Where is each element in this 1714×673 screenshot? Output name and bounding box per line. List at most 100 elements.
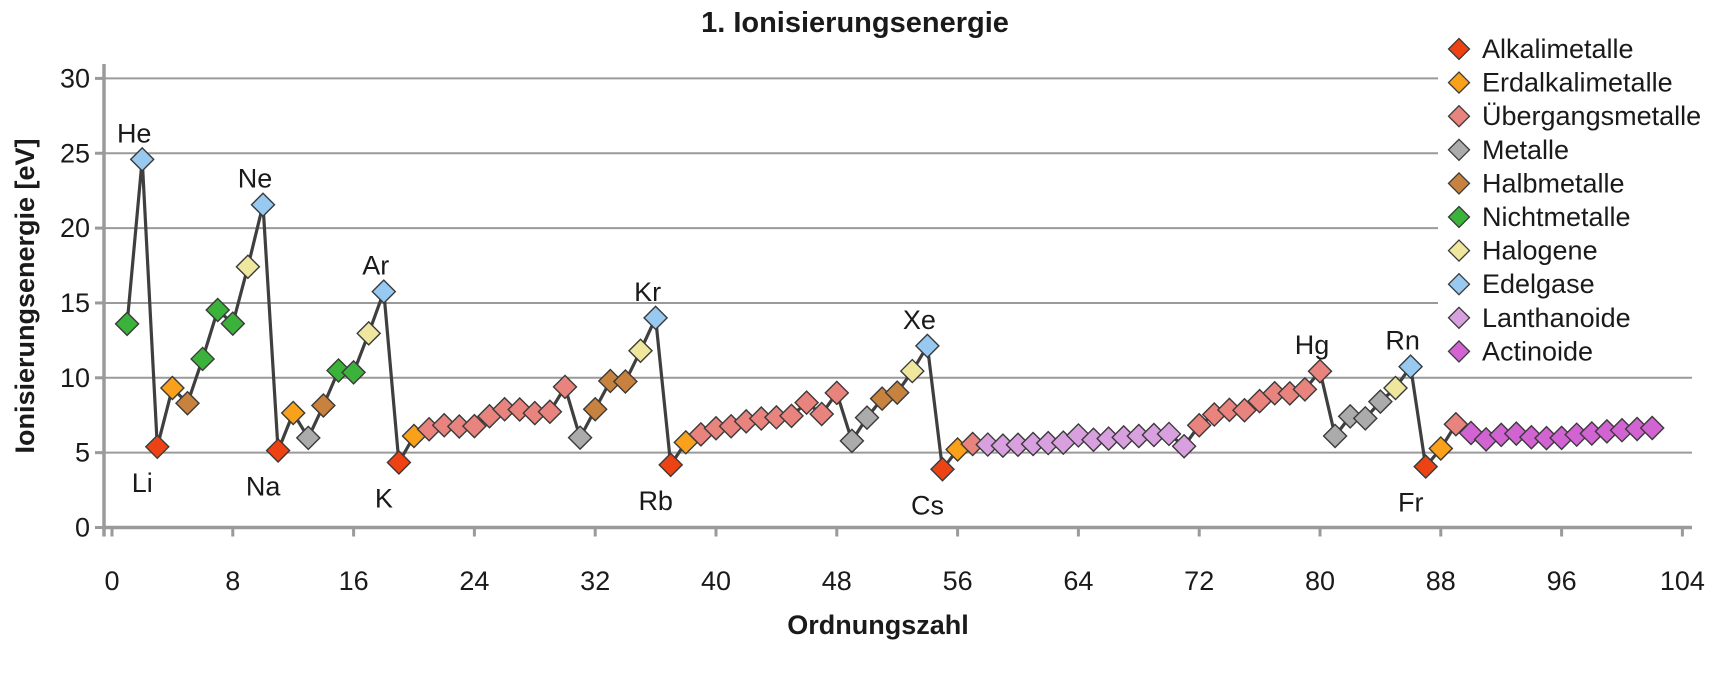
data-point-S (341, 359, 367, 385)
y-tick-label-0: 0 (75, 513, 90, 543)
x-tick-label-104: 104 (1660, 566, 1705, 596)
legend-marker-icon (1447, 171, 1471, 195)
legend-marker-icon (1447, 306, 1471, 330)
data-point-Br (628, 338, 653, 364)
data-point-Te (884, 380, 910, 406)
data-point-Au (1292, 376, 1318, 402)
data-point-Cu (537, 399, 563, 425)
y-tick-label-30: 30 (60, 63, 90, 93)
y-tick-label-5: 5 (75, 438, 90, 468)
x-tick-label-40: 40 (701, 566, 731, 596)
point-label-Rb: Rb (638, 486, 673, 516)
data-point-Rb (658, 452, 684, 478)
legend-item-nichtmetalle: Nichtmetalle (1447, 202, 1631, 232)
point-label-Ne: Ne (238, 164, 273, 194)
y-tick-label-20: 20 (60, 213, 90, 243)
point-label-Li: Li (132, 468, 153, 498)
data-point-At (1383, 375, 1408, 401)
legend-item-label: Erdalkalimetalle (1482, 68, 1673, 98)
data-point-Cl (356, 320, 382, 346)
data-point-F (235, 254, 261, 280)
x-tick-label-16: 16 (339, 566, 369, 596)
data-point-Al (295, 425, 321, 451)
legend-marker-icon (1447, 104, 1471, 128)
data-point-Fr (1413, 454, 1439, 480)
legend-item-halbmetalle: Halbmetalle (1447, 168, 1625, 198)
legend-marker-icon (1447, 205, 1471, 229)
legend-item-halogene: Halogene (1447, 236, 1598, 266)
data-point-Hg (1307, 358, 1333, 384)
data-point-Ge (582, 396, 608, 422)
legend-marker-icon (1447, 138, 1471, 162)
data-point-N (205, 297, 231, 323)
legend-item-label: Nichtmetalle (1482, 202, 1631, 232)
x-tick-label-0: 0 (104, 566, 119, 596)
data-point-Be (159, 375, 185, 401)
legend: Alkalimetalle ErdalkalimetalleÜbergangsme… (1438, 28, 1714, 370)
x-tick-label-8: 8 (225, 566, 240, 596)
data-series (114, 146, 1665, 482)
legend-item-label: Metalle (1482, 135, 1569, 165)
data-point-Rh (779, 403, 804, 429)
gridlines (104, 77, 1692, 454)
data-point-He (129, 146, 155, 172)
data-point-K (386, 450, 412, 476)
series-line (125, 157, 1653, 471)
data-point-Ga (567, 425, 593, 451)
data-point-Pd (794, 390, 820, 416)
data-point-Kr (643, 305, 669, 331)
data-point-Rn (1398, 354, 1424, 380)
legend-item-edelgase: Edelgase (1447, 269, 1595, 299)
data-point-Zn (552, 374, 578, 400)
legend-marker-icon (1447, 239, 1471, 263)
x-tick-label-56: 56 (943, 566, 973, 596)
x-tick-label-24: 24 (459, 566, 489, 596)
data-point-Cd (824, 380, 850, 406)
y-axis-title: Ionisierungsenergie [eV] (10, 138, 40, 453)
legend-item-alkali: Alkalimetalle (1447, 34, 1634, 64)
legend-item-label: Lanthanoide (1482, 303, 1631, 333)
legend-item-metalle: Metalle (1447, 135, 1569, 165)
legend-item-lanthanoide: Lanthanoide (1447, 303, 1631, 333)
legend-item-label: Halbmetalle (1482, 168, 1625, 198)
data-point-Pb (1337, 403, 1363, 429)
point-labels: He Li Ne Na Ar K Kr Rb Xe Cs Hg Rn Fr (117, 118, 1424, 520)
legend-item-label: Edelgase (1482, 269, 1595, 299)
data-point-Se (612, 369, 638, 395)
point-label-Kr: Kr (634, 277, 661, 307)
legend-marker-icon (1447, 37, 1471, 61)
data-point-Ag (809, 401, 835, 427)
data-point-Sn (854, 405, 880, 431)
x-tick-label-32: 32 (580, 566, 610, 596)
data-point-Tl (1322, 423, 1348, 449)
data-point-Hf (1186, 412, 1212, 438)
y-tick-label-15: 15 (60, 288, 90, 318)
x-tick-label-64: 64 (1063, 566, 1093, 596)
y-tick-label-25: 25 (60, 138, 90, 168)
data-point-Ra (1428, 435, 1454, 461)
legend-marker-icon (1447, 71, 1471, 95)
x-axis-title: Ordnungszahl (787, 610, 969, 640)
data-point-In (839, 428, 865, 454)
data-point-No (1639, 415, 1665, 441)
legend-item-label: Übergangsmetalle (1482, 101, 1701, 131)
data-point-Mg (280, 400, 306, 426)
data-point-Bi (1352, 405, 1378, 431)
data-point-B (175, 390, 200, 416)
legend-item-label: Actinoide (1482, 336, 1593, 366)
legend-marker-icon (1447, 272, 1471, 296)
legend-item-label: Alkalimetalle (1482, 34, 1634, 64)
legend-marker-icon (1447, 339, 1471, 363)
data-point-Lu (1171, 433, 1197, 459)
point-label-Ar: Ar (362, 251, 389, 281)
data-point-Li (144, 434, 170, 460)
x-tick-label-88: 88 (1426, 566, 1456, 596)
point-label-Na: Na (246, 472, 281, 502)
data-point-Cs (930, 456, 955, 482)
x-tick-label-80: 80 (1305, 566, 1335, 596)
data-point-P (326, 357, 351, 383)
point-label-Hg: Hg (1295, 330, 1330, 360)
data-point-Na (265, 438, 291, 464)
